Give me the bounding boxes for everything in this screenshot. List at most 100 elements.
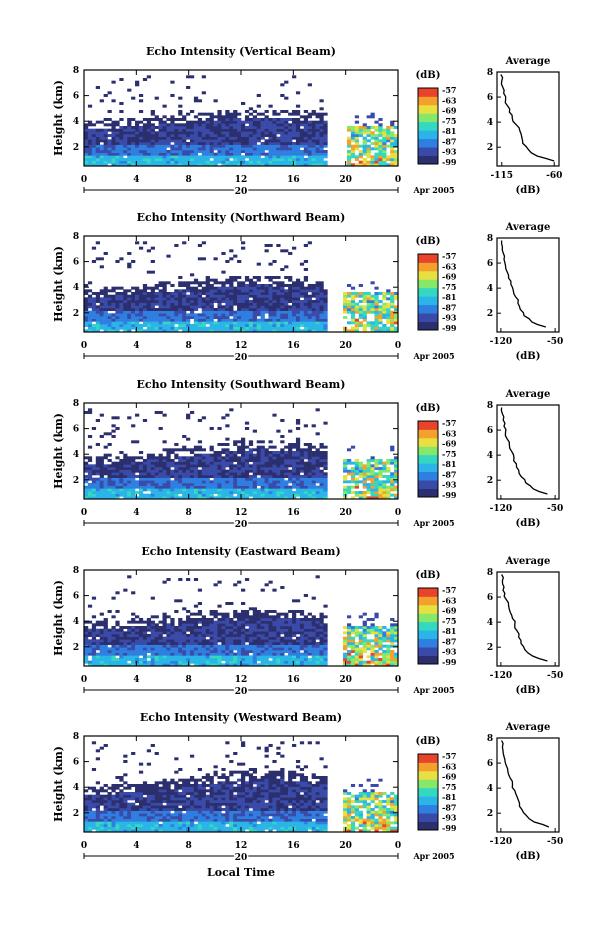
heatmap-cell — [292, 163, 297, 167]
heatmap-cell — [193, 631, 199, 635]
heatmap-cell — [229, 631, 234, 635]
heatmap-cell — [288, 448, 293, 452]
heatmap-cell — [244, 634, 250, 637]
heatmap-cell — [142, 467, 148, 470]
x-tick-label: 12 — [235, 508, 248, 518]
x-tick-label: 0 — [395, 175, 401, 185]
heatmap-cell — [201, 480, 206, 484]
heatmap-cell — [87, 459, 93, 462]
heatmap-cell — [323, 467, 328, 470]
heatmap-cell — [256, 310, 261, 314]
heatmap-cell — [256, 131, 261, 135]
heatmap-cell — [107, 634, 112, 637]
heatmap-cell — [354, 128, 360, 132]
heatmap-cell — [205, 128, 210, 132]
heatmap-cell — [237, 612, 242, 616]
heatmap-cell — [288, 300, 293, 303]
heatmap-cell — [162, 636, 167, 640]
heatmap-cell — [189, 131, 195, 135]
heatmap-cell — [244, 120, 250, 124]
heatmap-cell — [91, 329, 97, 333]
heatmap-cell — [299, 491, 305, 494]
heatmap-cell — [87, 144, 93, 148]
heatmap-cell — [193, 477, 199, 481]
heatmap-cell — [241, 158, 246, 161]
heatmap-cell — [229, 461, 234, 465]
heatmap-cell — [135, 631, 140, 635]
heatmap-cell — [115, 663, 120, 667]
heatmap-cell — [362, 147, 367, 151]
heatmap-cell — [174, 131, 179, 135]
heatmap-cells — [84, 408, 399, 500]
colorbar-segment — [418, 463, 438, 473]
heatmap-cell — [343, 477, 348, 481]
heatmap-cell — [264, 276, 269, 279]
heatmap-cell — [225, 134, 230, 137]
heatmap-cell — [256, 313, 261, 317]
heatmap-cell — [374, 467, 379, 470]
heatmap-cell — [170, 628, 175, 632]
heatmap-cell — [311, 310, 316, 314]
heatmap-cell — [213, 634, 218, 637]
heatmap-cell — [111, 302, 116, 306]
heatmap-cell — [268, 294, 273, 298]
heatmap-cell — [217, 488, 222, 492]
heatmap-cell — [174, 142, 179, 145]
heatmap-cell — [99, 496, 104, 500]
heatmap-cell — [103, 639, 108, 643]
heatmap-cell — [374, 139, 379, 143]
heatmap-cell — [252, 475, 257, 478]
heatmap-cell — [350, 496, 356, 500]
heatmap-cell — [252, 142, 257, 145]
heatmap-cell — [256, 123, 261, 127]
heatmap-cell — [217, 623, 222, 627]
heatmap-cell — [252, 131, 257, 135]
heatmap-cell — [350, 329, 356, 333]
heatmap-cell — [225, 139, 230, 143]
heatmap-cell — [131, 456, 136, 460]
heatmap-cell — [260, 308, 265, 311]
heatmap-cell — [154, 628, 159, 632]
heatmap-cell — [221, 615, 226, 619]
heatmap-cell — [170, 626, 175, 629]
heatmap-cell — [229, 329, 234, 333]
heatmap-cell — [166, 281, 171, 285]
heatmap-cell — [87, 663, 93, 667]
heatmap-cell — [292, 112, 297, 116]
heatmap-cell — [99, 477, 104, 481]
heatmap-cell — [213, 628, 218, 632]
heatmap-cell — [209, 610, 214, 613]
heatmap-cell — [225, 292, 230, 295]
heatmap-cell — [193, 445, 199, 449]
heatmap-cell — [390, 123, 395, 127]
heatmap-cell — [311, 318, 316, 322]
heatmap-cell — [354, 126, 360, 129]
heatmap-cell — [103, 663, 108, 667]
heatmap-cell — [299, 453, 305, 457]
heatmap-cell — [241, 142, 246, 145]
heatmap-cell — [346, 160, 352, 164]
heatmap-cell — [307, 321, 312, 325]
heatmap-cell — [182, 142, 187, 145]
heatmap-cell — [119, 118, 124, 121]
heatmap-cell — [150, 118, 155, 121]
heatmap-cell — [233, 318, 238, 322]
heatmap-cell — [264, 480, 269, 484]
heatmap-cell — [374, 459, 379, 462]
heatmap-cell — [91, 427, 97, 430]
heatmap-cell — [91, 628, 97, 632]
heatmap-cell — [154, 115, 159, 119]
heatmap-cell — [229, 155, 234, 159]
heatmap-cell — [217, 313, 222, 317]
colorbar-segment — [418, 96, 438, 106]
heatmap-cell — [315, 297, 320, 301]
heatmap-cell — [186, 300, 191, 303]
heatmap-cell — [189, 655, 195, 659]
heatmap-cell — [111, 631, 116, 635]
heatmap-cell — [146, 496, 152, 500]
heatmap-cell — [256, 126, 261, 129]
colorbar-segment — [418, 437, 438, 447]
heatmap-cell — [268, 488, 273, 492]
heatmap-cell — [229, 152, 234, 156]
heatmap-cell — [370, 485, 375, 489]
